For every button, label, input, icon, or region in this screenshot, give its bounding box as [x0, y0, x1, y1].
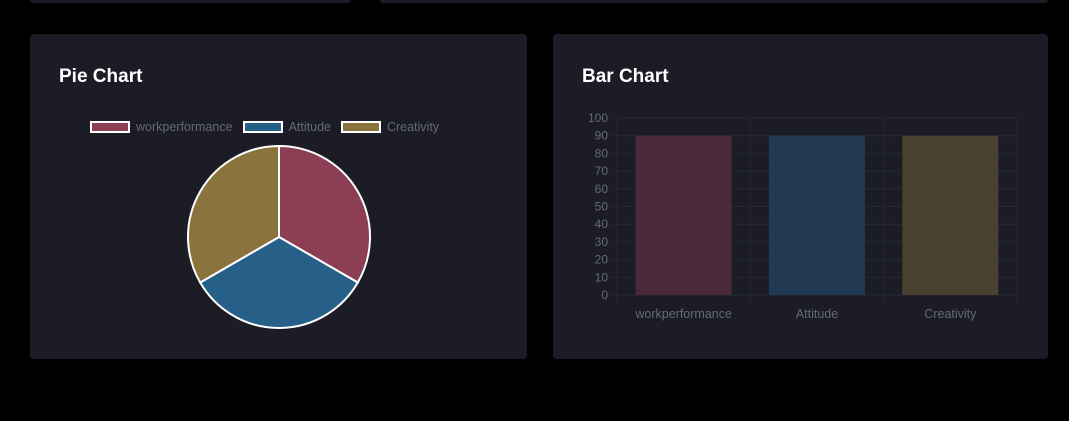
- y-tick-label: 30: [595, 235, 609, 249]
- pie-chart-card: Pie Chart workperformance Attitude Creat…: [30, 34, 527, 359]
- legend-item[interactable]: workperformance: [90, 120, 233, 134]
- y-tick-label: 70: [595, 164, 609, 178]
- pie-legend: workperformance Attitude Creativity: [90, 119, 449, 135]
- pie-slice[interactable]: [198, 235, 360, 329]
- top-card-stub-left: [30, 0, 351, 3]
- legend-swatch: [242, 121, 283, 133]
- card-title: Pie Chart: [59, 66, 143, 87]
- pie-chart: [187, 144, 371, 329]
- top-card-stub-right: [380, 0, 1048, 3]
- x-tick-label: workperformance: [634, 307, 732, 321]
- legend-swatch: [90, 121, 130, 133]
- y-tick-label: 60: [595, 182, 609, 196]
- bar[interactable]: [902, 135, 999, 295]
- y-tick-label: 100: [588, 111, 608, 125]
- y-tick-label: 90: [595, 129, 609, 143]
- y-tick-label: 50: [595, 200, 609, 214]
- legend-swatch: [340, 121, 381, 133]
- pie-slice[interactable]: [278, 144, 371, 284]
- bar-chart: 0 10 20 30 40 50 60 70 80 90 100 workperformance Att…: [588, 111, 1018, 321]
- legend-item[interactable]: Attitude: [242, 120, 331, 134]
- legend-label: workperformance: [136, 120, 233, 134]
- y-tick-label: 0: [601, 288, 608, 302]
- y-tick-label: 40: [595, 217, 609, 231]
- legend-label: Creativity: [386, 120, 440, 134]
- y-tick-label: 10: [595, 270, 609, 284]
- bar-chart-card: Bar Chart 0 10 20 30 40 50 60 70 80 90 100 workperf…: [553, 34, 1048, 359]
- y-tick-label: 20: [595, 253, 609, 267]
- bar[interactable]: [769, 135, 865, 295]
- card-title: Bar Chart: [582, 66, 669, 87]
- bar[interactable]: [635, 135, 732, 295]
- x-tick-label: Creativity: [924, 307, 977, 321]
- x-tick-label: Attitude: [796, 307, 838, 321]
- legend-item[interactable]: Creativity: [340, 120, 440, 134]
- y-tick-label: 80: [595, 146, 609, 160]
- pie-slice[interactable]: [187, 144, 280, 284]
- legend-label: Attitude: [288, 120, 331, 134]
